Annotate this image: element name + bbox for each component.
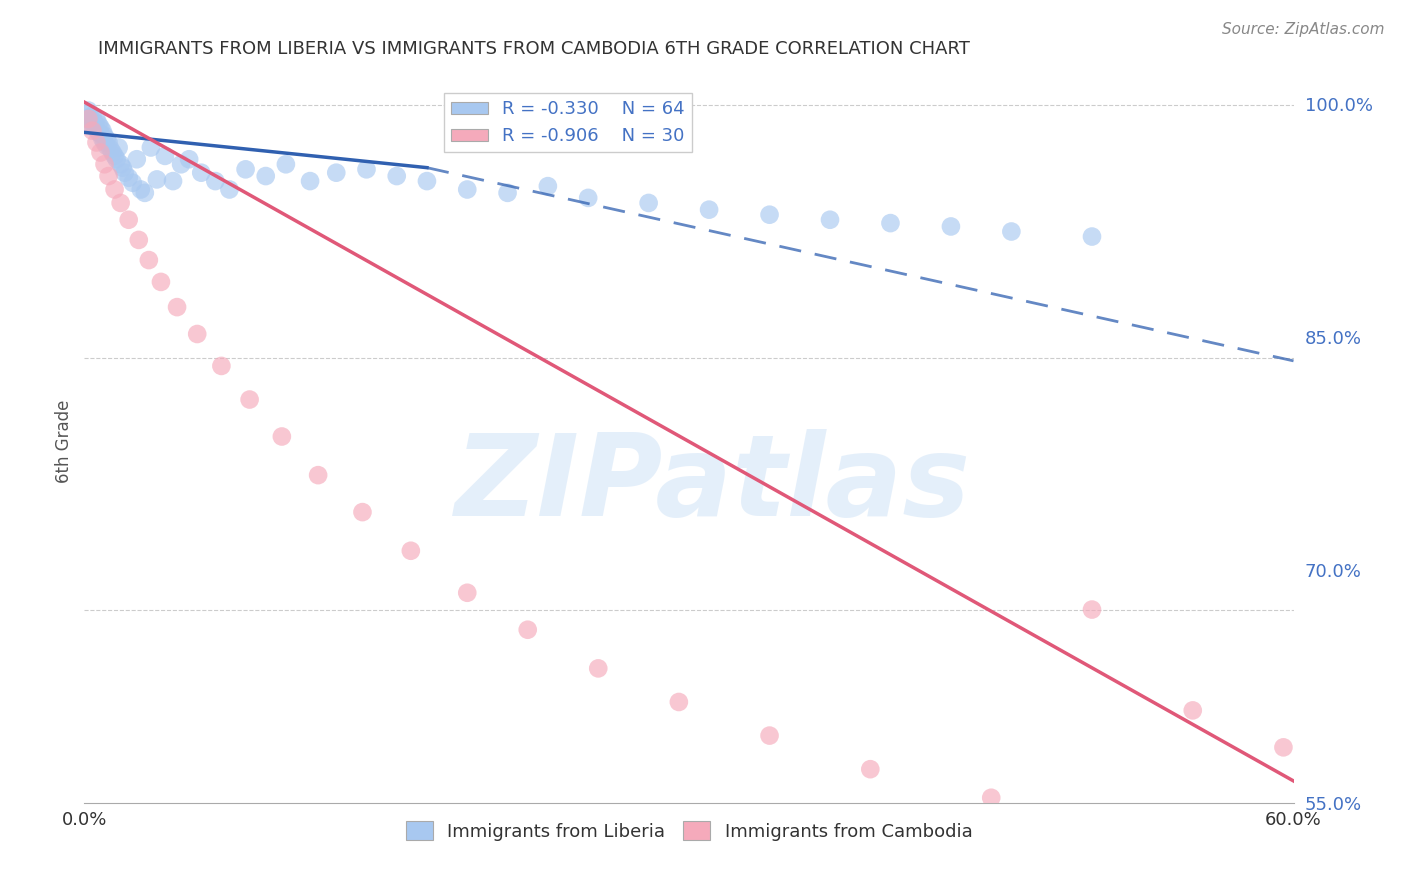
Point	[87, 125, 110, 139]
Point	[818, 212, 841, 227]
Point	[107, 140, 129, 154]
Point	[77, 103, 100, 118]
Point	[1081, 229, 1104, 244]
Point	[1081, 602, 1104, 616]
Point	[89, 145, 111, 160]
Point	[83, 120, 105, 135]
Point	[352, 505, 374, 519]
Point	[204, 174, 226, 188]
Point	[86, 112, 108, 126]
Point	[149, 275, 172, 289]
Point	[668, 695, 690, 709]
Point	[166, 300, 188, 314]
Point	[299, 174, 322, 188]
Point	[139, 140, 162, 154]
Point	[93, 157, 115, 171]
Point	[89, 120, 111, 135]
Point	[79, 110, 101, 124]
Point	[100, 142, 122, 156]
Point	[537, 179, 560, 194]
Point	[588, 661, 610, 675]
Point	[91, 132, 114, 146]
Text: Source: ZipAtlas.com: Source: ZipAtlas.com	[1222, 22, 1385, 37]
Legend: Immigrants from Liberia, Immigrants from Cambodia: Immigrants from Liberia, Immigrants from…	[398, 814, 980, 848]
Point	[218, 182, 240, 196]
Point	[270, 429, 292, 443]
Point	[82, 124, 104, 138]
Point	[637, 196, 659, 211]
Point	[385, 169, 408, 183]
Point	[697, 202, 720, 217]
Point	[82, 119, 104, 133]
Point	[1181, 703, 1204, 717]
Text: ZIPatlas: ZIPatlas	[456, 429, 972, 541]
Point	[254, 169, 277, 183]
Point	[110, 196, 132, 211]
Point	[118, 212, 141, 227]
Point	[83, 115, 105, 129]
Point	[77, 112, 100, 126]
Point	[86, 122, 108, 136]
Point	[87, 117, 110, 131]
Point	[399, 543, 422, 558]
Point	[153, 149, 176, 163]
Point	[93, 128, 115, 143]
Point	[209, 359, 232, 373]
Point	[496, 186, 519, 200]
Point	[1272, 740, 1295, 755]
Point	[516, 623, 538, 637]
Point	[980, 790, 1002, 805]
Point	[576, 191, 599, 205]
Point	[307, 468, 329, 483]
Y-axis label: 6th Grade: 6th Grade	[55, 400, 73, 483]
Point	[190, 166, 212, 180]
Point	[105, 153, 128, 167]
Point	[86, 136, 108, 150]
Point	[93, 136, 115, 150]
Point	[111, 161, 134, 175]
Point	[758, 208, 780, 222]
Point	[114, 166, 136, 180]
Point	[235, 162, 257, 177]
Point	[179, 153, 201, 167]
Point	[101, 145, 124, 160]
Point	[416, 174, 439, 188]
Point	[129, 182, 152, 196]
Point	[77, 112, 100, 126]
Point	[146, 172, 169, 186]
Point	[239, 392, 262, 407]
Point	[104, 182, 127, 196]
Point	[879, 216, 901, 230]
Point	[138, 253, 160, 268]
Point	[75, 107, 97, 121]
Point	[89, 127, 111, 141]
Point	[96, 138, 118, 153]
Point	[110, 157, 132, 171]
Point	[91, 124, 114, 138]
Point	[82, 109, 104, 123]
Point	[104, 149, 127, 163]
Point	[128, 233, 150, 247]
Point	[939, 219, 962, 234]
Point	[97, 169, 120, 183]
Point	[859, 762, 882, 776]
Point	[325, 166, 347, 180]
Point	[170, 157, 193, 171]
Point	[125, 153, 148, 167]
Point	[1000, 225, 1022, 239]
Point	[79, 113, 101, 128]
Point	[186, 326, 208, 341]
Point	[96, 132, 118, 146]
Text: IMMIGRANTS FROM LIBERIA VS IMMIGRANTS FROM CAMBODIA 6TH GRADE CORRELATION CHART: IMMIGRANTS FROM LIBERIA VS IMMIGRANTS FR…	[98, 40, 970, 58]
Point	[162, 174, 184, 188]
Point	[274, 157, 297, 171]
Point	[758, 729, 780, 743]
Point	[456, 182, 478, 196]
Point	[456, 586, 478, 600]
Point	[118, 170, 141, 185]
Point	[97, 136, 120, 150]
Point	[356, 162, 378, 177]
Point	[121, 176, 143, 190]
Point	[134, 186, 156, 200]
